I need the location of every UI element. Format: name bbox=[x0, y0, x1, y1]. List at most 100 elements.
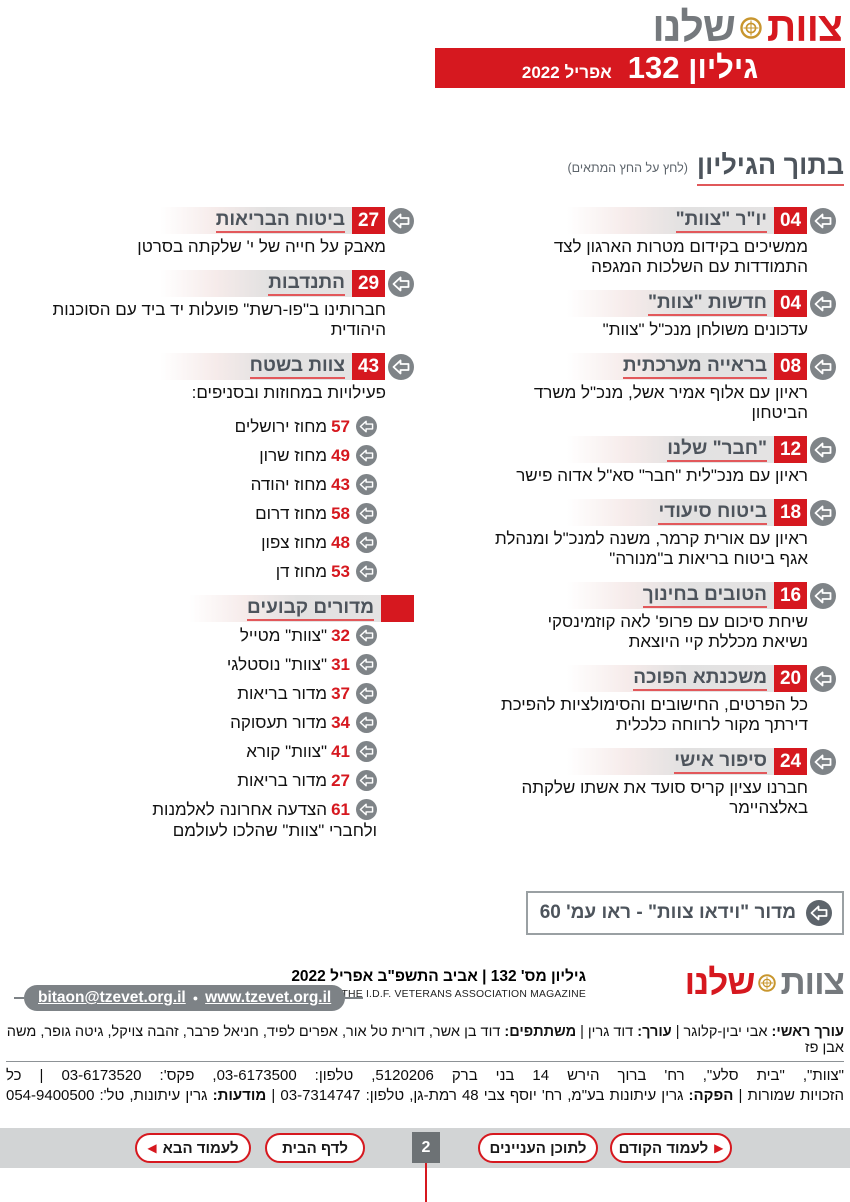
arrow-left-icon[interactable] bbox=[356, 799, 377, 820]
page-number: 31 bbox=[331, 655, 350, 674]
arrow-left-icon[interactable] bbox=[356, 503, 377, 524]
toc-item: 29 התנדבות חברותינו ב"פו-רשת" פועלות יד … bbox=[14, 270, 414, 340]
logo-word-tzevet: צוות bbox=[780, 963, 845, 1002]
next-page-button[interactable]: לעמוד הבא ◀ bbox=[135, 1133, 251, 1163]
arrow-left-icon[interactable] bbox=[356, 445, 377, 466]
logo-word-shelanu: שלנו bbox=[684, 963, 756, 1002]
dot-separator: ● bbox=[192, 993, 199, 1003]
toc-column-left: 27 ביטוח הבריאות מאבק על חייה של י' שלקת… bbox=[14, 207, 414, 854]
subitem-label: מדור תעסוקה bbox=[230, 713, 328, 732]
arrow-left-icon[interactable] bbox=[356, 741, 377, 762]
arrow-left-icon[interactable] bbox=[806, 900, 832, 926]
arrow-left-icon[interactable] bbox=[810, 207, 836, 234]
section-title-strip: התנדבות bbox=[152, 270, 352, 297]
toc-item: 20 משכנתא הפוכה כל הפרטים, החישובים והסי… bbox=[428, 665, 836, 735]
arrow-left-icon[interactable] bbox=[356, 712, 377, 733]
issue-number: גיליון 132 bbox=[627, 50, 759, 85]
section-title-strip: חדשות "צוות" bbox=[558, 290, 774, 317]
arrow-left-icon[interactable] bbox=[356, 416, 377, 437]
arrow-left-icon[interactable] bbox=[356, 654, 377, 675]
section-description: חברנו עציון קריס סועד את אשתו שלקתה באלצ… bbox=[521, 778, 808, 817]
triangle-left-icon: ◀ bbox=[147, 1141, 157, 1155]
toc-item-bar: 27 ביטוח הבריאות bbox=[14, 207, 414, 234]
arrow-left-icon[interactable] bbox=[810, 748, 836, 775]
footer: צוות שלנו גיליון מס' 132 | אביב התשפ"ב א… bbox=[6, 963, 845, 1106]
arrow-left-icon[interactable] bbox=[810, 665, 836, 692]
toc-subitem: 48מחוז צפון bbox=[14, 532, 377, 553]
section-title-strip: צוות בשטח bbox=[152, 353, 352, 380]
page-number-badge: 12 bbox=[774, 436, 807, 463]
page-number: 27 bbox=[331, 771, 350, 790]
divider bbox=[6, 1061, 844, 1062]
page-number: 43 bbox=[331, 475, 350, 494]
page-number: 61 bbox=[331, 800, 350, 819]
section-description: ממשיכים בקידום מטרות הארגון לצד התמודדות… bbox=[553, 237, 808, 276]
toc-subitem: 32"צוות" מטייל bbox=[14, 625, 377, 646]
section-title-strip: משכנתא הפוכה bbox=[558, 665, 774, 692]
arrow-left-icon[interactable] bbox=[810, 290, 836, 317]
toc-item: מדורים קבועים 32"צוות" מטייל 31"צוות" נו… bbox=[14, 595, 414, 841]
section-title: צוות בשטח bbox=[249, 355, 345, 379]
section-title: "חבר" שלנו bbox=[667, 438, 767, 462]
credits-staff-line: עורך ראשי: אבי יבין-קלוגר | עורך: דוד גר… bbox=[6, 1024, 844, 1056]
previous-page-button[interactable]: ▶ לעמוד הקודם bbox=[610, 1133, 732, 1163]
section-title: סיפור אישי bbox=[674, 750, 767, 774]
page-number-badge: 18 bbox=[774, 499, 807, 526]
arrow-left-icon[interactable] bbox=[810, 582, 836, 609]
toc-subitem: 58מחוז דרום bbox=[14, 503, 377, 524]
next-page-label: לעמוד הבא bbox=[162, 1139, 239, 1157]
arrow-left-icon[interactable] bbox=[388, 207, 414, 234]
section-description: עדכונים משולחן מנכ"ל "צוות" bbox=[602, 320, 808, 339]
section-description: שיחת סיכום עם פרופ' לאה קוזמינסקי נשיאת … bbox=[547, 612, 808, 651]
subitem-label: מחוז ירושלים bbox=[234, 417, 328, 436]
arrow-left-icon[interactable] bbox=[356, 474, 377, 495]
logo-word-tzevet: צוות bbox=[766, 4, 843, 50]
arrow-left-icon[interactable] bbox=[356, 561, 377, 582]
arrow-left-icon[interactable] bbox=[810, 499, 836, 526]
section-title: הטובים בחינוך bbox=[642, 584, 767, 608]
arrow-left-icon[interactable] bbox=[388, 270, 414, 297]
arrow-left-icon[interactable] bbox=[356, 532, 377, 553]
toc-hint: (לחץ על החץ המתאים) bbox=[567, 161, 688, 175]
website-link[interactable]: www.tzevet.org.il bbox=[205, 989, 332, 1006]
section-title-strip: יו"ר "צוות" bbox=[558, 207, 774, 234]
page-number: 57 bbox=[331, 417, 350, 436]
toc-subitem: 43מחוז יהודה bbox=[14, 474, 377, 495]
toc-item-bar: 12 "חבר" שלנו bbox=[428, 436, 836, 463]
home-page-button[interactable]: לדף הבית bbox=[265, 1133, 365, 1163]
toc-subitem: 61הצדעה אחרונה לאלמנות ולחברי "צוות" שהל… bbox=[14, 799, 377, 841]
subitem-label: מדור בריאות bbox=[237, 771, 328, 790]
section-title: חדשות "צוות" bbox=[647, 292, 767, 316]
arrow-left-icon[interactable] bbox=[388, 353, 414, 380]
page-number: 32 bbox=[331, 626, 350, 645]
email-link[interactable]: bitaon@tzevet.org.il bbox=[38, 989, 186, 1006]
section-description: כל הפרטים, החישובים והסימולציות להפיכת ד… bbox=[500, 695, 808, 734]
subitem-label: מחוז שרון bbox=[259, 446, 328, 465]
footer-issue-line: גיליון מס' 132 | אביב התשפ"ב אפריל 2022 bbox=[291, 968, 586, 985]
toc-item-bar: 04 יו"ר "צוות" bbox=[428, 207, 836, 234]
divider bbox=[345, 997, 364, 999]
divider bbox=[14, 997, 24, 999]
header-logo: צוות שלנו bbox=[652, 4, 843, 51]
arrow-left-icon[interactable] bbox=[356, 625, 377, 646]
arrow-left-icon[interactable] bbox=[810, 436, 836, 463]
toc-item: 04 יו"ר "צוות" ממשיכים בקידום מטרות הארג… bbox=[428, 207, 836, 277]
toc-header: בתוך הגיליון (לחץ על החץ המתאים) bbox=[567, 150, 844, 186]
section-title: יו"ר "צוות" bbox=[675, 209, 767, 233]
arrow-left-icon[interactable] bbox=[356, 683, 377, 704]
table-of-contents-button[interactable]: לתוכן העניינים bbox=[478, 1133, 598, 1163]
arrow-left-icon[interactable] bbox=[356, 770, 377, 791]
page-number: 53 bbox=[331, 562, 350, 581]
home-page-label: לדף הבית bbox=[282, 1139, 348, 1157]
footer-top: צוות שלנו גיליון מס' 132 | אביב התשפ"ב א… bbox=[6, 963, 845, 1020]
veterans-emblem-icon bbox=[758, 974, 777, 992]
arrow-left-icon[interactable] bbox=[810, 353, 836, 380]
toc-subitem: 34מדור תעסוקה bbox=[14, 712, 377, 733]
section-title-strip: "חבר" שלנו bbox=[558, 436, 774, 463]
section-title: התנדבות bbox=[268, 272, 345, 296]
section-title-strip: בראייה מערכתית bbox=[558, 353, 774, 380]
toc-columns: 04 יו"ר "צוות" ממשיכים בקידום מטרות הארג… bbox=[14, 207, 836, 854]
subitem-label: "צוות" נוסטלגי bbox=[226, 655, 328, 674]
veterans-emblem-icon bbox=[740, 16, 762, 39]
video-note-box: מדור "וידאו צוות" - ראו עמ' 60 bbox=[526, 891, 844, 935]
